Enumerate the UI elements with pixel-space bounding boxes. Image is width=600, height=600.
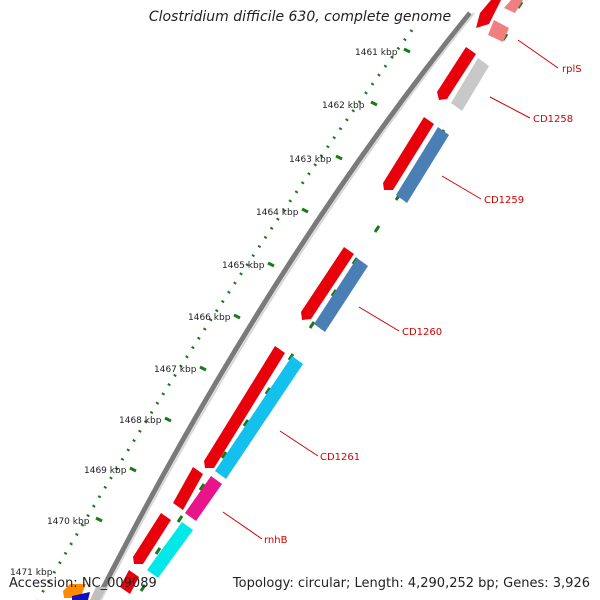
cds-arrow	[120, 570, 139, 594]
tick-mark	[267, 261, 275, 268]
tick-mark	[373, 225, 381, 233]
leader-line-cd1260	[358, 306, 400, 332]
gene-label-cd1261: CD1261	[320, 452, 360, 463]
feature-bar-rplS-upper	[504, 0, 523, 13]
cds-track	[63, 0, 501, 600]
tick-mark	[139, 584, 147, 592]
feature-bar-rnhB	[185, 476, 222, 521]
gene-label-rplS: rplS	[562, 64, 582, 75]
tick-label: 1470 kbp	[47, 517, 90, 527]
feature-bar-cd1259	[396, 127, 449, 203]
tick-mark	[199, 365, 207, 372]
tick-label: 1463 kbp	[289, 155, 332, 165]
tick-mark	[403, 47, 411, 54]
tick-mark	[287, 353, 295, 361]
tick-label: 1468 kbp	[119, 416, 162, 426]
cds-arrow	[383, 117, 434, 190]
leader-line-rnhB	[222, 511, 263, 540]
tick-mark	[264, 387, 272, 395]
cds-arrow	[173, 467, 203, 510]
leader-line-cd1261	[279, 430, 319, 457]
tick-mark	[308, 321, 316, 329]
kbp-ticks	[95, 47, 411, 523]
cds-arrow	[301, 247, 354, 320]
feature-bar-rplS	[488, 20, 509, 42]
tick-mark	[198, 483, 206, 491]
cds-arrow	[476, 0, 501, 28]
tick-label: 1466 kbp	[188, 313, 231, 323]
tick-label: 1469 kbp	[84, 466, 127, 476]
tick-label: 1465 kbp	[222, 261, 265, 271]
tick-mark	[301, 207, 309, 214]
tick-mark	[154, 547, 162, 555]
gene-label-cd1259: CD1259	[484, 195, 524, 206]
tick-mark	[242, 419, 250, 427]
feature-bar-unlabeled	[147, 522, 193, 578]
backbone-shadow	[100, 12, 475, 600]
cds-arrow	[90, 587, 106, 600]
tick-mark	[220, 451, 228, 459]
tick-label: 1471 kbp	[10, 568, 53, 578]
genome-summary: Topology: circular; Length: 4,290,252 bp…	[232, 576, 590, 591]
leader-line-rplS	[517, 39, 559, 69]
tick-label: 1461 kbp	[355, 48, 398, 58]
gene-label-cd1260: CD1260	[402, 327, 442, 338]
tick-mark	[164, 416, 172, 423]
leader-line-cd1258	[489, 96, 531, 119]
tick-mark	[370, 100, 378, 107]
gene-label-rnhB: rnhB	[264, 535, 288, 546]
feature-track	[147, 0, 523, 578]
tick-label: 1464 kbp	[256, 208, 299, 218]
cds-arrow	[133, 513, 171, 564]
tick-mark	[95, 516, 103, 523]
tick-label: 1467 kbp	[154, 365, 197, 375]
cds-arrow	[72, 592, 90, 600]
genome-backbone	[94, 11, 472, 600]
gene-label-cd1258: CD1258	[533, 114, 573, 125]
cds-arrow	[437, 47, 476, 100]
tick-label: 1462 kbp	[322, 101, 365, 111]
leader-line-cd1259	[441, 175, 482, 200]
tick-mark	[176, 515, 184, 523]
tick-mark	[330, 289, 338, 297]
tick-mark	[335, 154, 343, 161]
accession-label: Accession: NC_009089	[9, 576, 157, 591]
tick-mark	[351, 257, 359, 265]
feature-bar-cd1260	[314, 258, 368, 332]
tick-mark	[129, 466, 137, 473]
feature-bar-cd1258	[451, 58, 489, 111]
map-title: Clostridium difficile 630, complete geno…	[148, 9, 452, 25]
cds-arrow	[204, 346, 285, 468]
feature-bar-cd1261	[215, 356, 303, 479]
tick-mark	[233, 313, 241, 320]
